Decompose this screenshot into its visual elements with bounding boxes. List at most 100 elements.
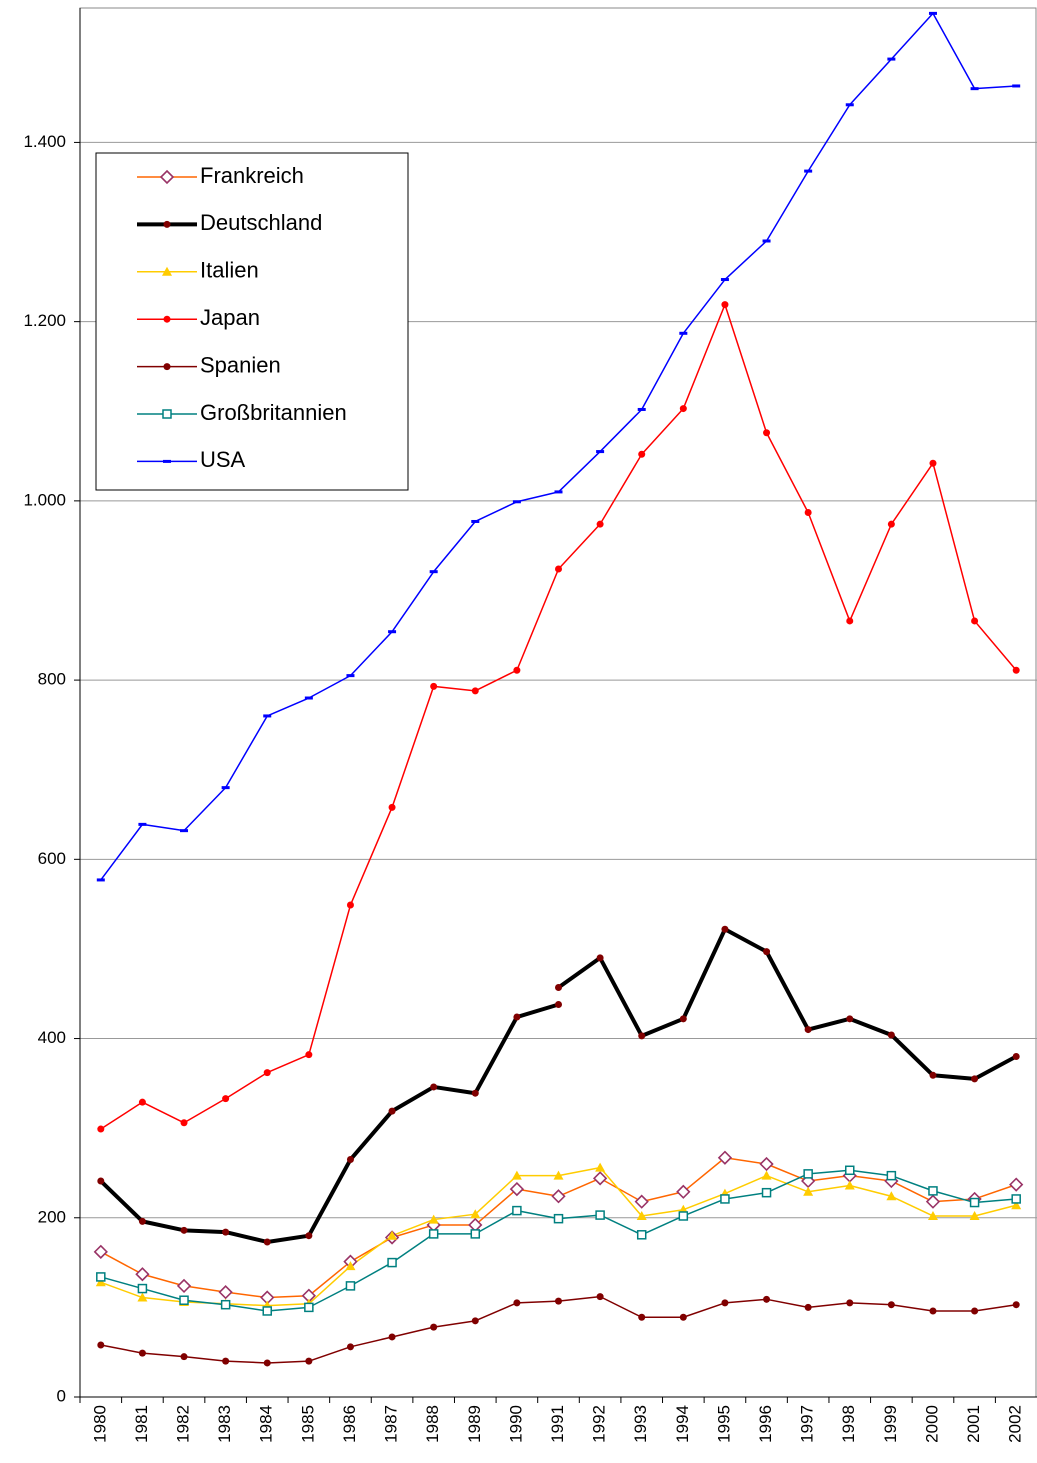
x-tick-label: 1987 <box>382 1405 401 1443</box>
marker <box>471 1317 479 1325</box>
marker <box>471 1089 479 1097</box>
legend: Frankreich Deutschland Italien Japan Spanien… <box>95 152 409 491</box>
marker <box>513 1013 521 1021</box>
marker <box>263 1359 271 1367</box>
x-tick-label: 1989 <box>465 1405 484 1443</box>
marker <box>180 1226 188 1234</box>
marker <box>763 429 771 437</box>
marker <box>345 1281 356 1291</box>
x-tick-label: 1993 <box>631 1405 650 1443</box>
x-tick-label: 1994 <box>673 1405 692 1443</box>
marker <box>159 169 175 185</box>
x-tick-label: 2000 <box>922 1405 941 1443</box>
marker <box>305 1051 313 1059</box>
x-tick-label: 2001 <box>964 1405 983 1443</box>
legend-label: Frankreich <box>200 163 304 188</box>
marker <box>95 1277 106 1287</box>
marker <box>471 687 479 695</box>
marker <box>138 1349 146 1357</box>
marker <box>887 1301 895 1309</box>
marker <box>388 1107 396 1115</box>
marker <box>638 1032 646 1040</box>
legend-label: USA <box>200 447 246 472</box>
marker <box>637 407 646 411</box>
marker <box>720 278 729 282</box>
marker <box>928 1186 938 1196</box>
marker <box>929 459 937 467</box>
marker <box>388 1333 396 1341</box>
marker <box>969 1210 980 1220</box>
marker <box>886 1191 897 1201</box>
x-tick-label: 1984 <box>257 1405 276 1443</box>
marker <box>345 1261 356 1271</box>
marker <box>430 1083 438 1091</box>
legend-label: Japan <box>200 305 260 330</box>
legend-label: Italien <box>200 258 259 283</box>
marker <box>804 509 812 517</box>
marker <box>387 1230 398 1240</box>
marker <box>969 1197 980 1208</box>
marker <box>138 1098 146 1106</box>
marker <box>263 714 272 718</box>
marker <box>845 103 854 107</box>
marker <box>97 1341 105 1349</box>
x-tick-label: 1985 <box>298 1405 317 1443</box>
marker <box>638 450 646 458</box>
marker <box>1012 84 1021 88</box>
legend-label: Spanien <box>200 352 281 377</box>
marker <box>470 1229 481 1239</box>
marker <box>971 1307 979 1315</box>
marker <box>886 1170 897 1181</box>
marker <box>163 363 171 371</box>
marker <box>636 1210 647 1220</box>
marker <box>721 1299 729 1307</box>
marker <box>887 1031 895 1039</box>
x-tick-label: 1992 <box>590 1405 609 1443</box>
x-tick-label: 1999 <box>881 1405 900 1443</box>
marker <box>676 1184 691 1199</box>
marker <box>759 1156 774 1172</box>
marker <box>554 490 563 494</box>
marker <box>763 948 771 956</box>
marker <box>595 1162 606 1172</box>
marker <box>180 1353 188 1361</box>
marker <box>762 239 771 243</box>
marker <box>512 500 521 504</box>
marker <box>163 459 171 463</box>
marker <box>346 1156 354 1164</box>
marker <box>929 1307 937 1315</box>
marker <box>761 1170 772 1180</box>
marker <box>804 1026 812 1034</box>
marker <box>846 1015 854 1023</box>
marker <box>387 1257 397 1268</box>
x-tick-label: 1983 <box>215 1405 234 1443</box>
marker <box>162 409 172 419</box>
series-line <box>99 1002 560 1244</box>
marker <box>596 1293 604 1301</box>
marker <box>430 682 438 690</box>
x-tick-label: 2002 <box>1006 1405 1025 1443</box>
marker <box>804 1303 812 1311</box>
marker <box>971 617 979 625</box>
x-tick-label: 1988 <box>423 1405 442 1443</box>
marker <box>220 1299 231 1310</box>
x-tick-label: 1997 <box>798 1405 817 1443</box>
marker <box>511 1170 522 1180</box>
marker <box>970 87 979 91</box>
x-tick-label: 1995 <box>714 1405 733 1443</box>
marker <box>717 1150 733 1165</box>
legend-label: Großbritannien <box>200 400 347 425</box>
marker <box>636 1230 647 1240</box>
marker <box>679 331 688 335</box>
y-tick-label: 600 <box>38 849 66 868</box>
y-tick-label: 400 <box>38 1028 66 1047</box>
marker <box>553 1213 564 1224</box>
marker <box>1011 1194 1021 1204</box>
marker <box>428 1229 439 1239</box>
marker <box>555 983 562 991</box>
x-tick-label: 1990 <box>506 1405 525 1443</box>
marker <box>430 1323 438 1331</box>
marker <box>512 1205 522 1216</box>
x-tick-label: 1986 <box>340 1405 359 1443</box>
